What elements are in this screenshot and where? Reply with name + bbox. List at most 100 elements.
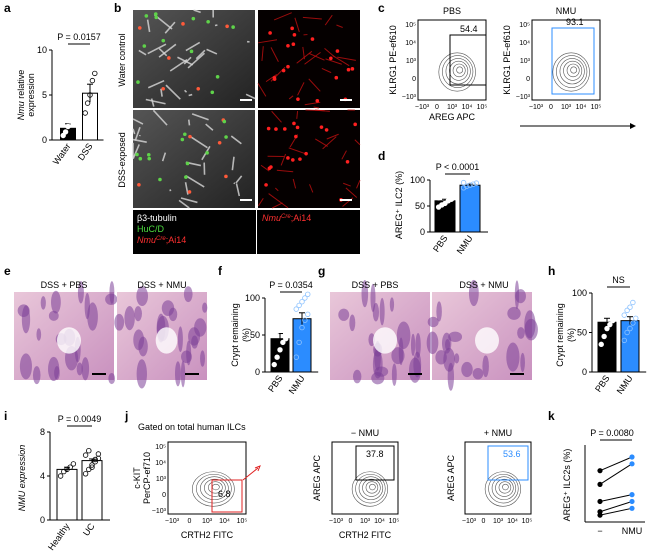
cell [320,125,324,129]
data-point [71,462,76,467]
x-tick-label: 10⁴ [374,518,385,525]
x-tick-label: 10⁵ [237,518,248,525]
plot-title: + NMU [484,428,512,438]
cell [205,151,209,155]
cell [224,135,228,139]
cell [135,153,139,157]
data-point [622,313,627,318]
data-point [281,322,286,327]
x-tick-label: UC [81,521,97,538]
data-point [629,506,634,511]
gate-value: 53.6 [503,449,521,459]
cell [353,123,357,127]
cell [181,138,185,142]
cell [334,76,338,80]
data-point [599,342,604,347]
data-point [283,336,288,341]
arrowhead [630,123,636,129]
y-tick-label: 50 [250,330,260,340]
y-tick-label: 10⁴ [405,40,416,47]
y-axis-label: (%) [241,328,251,342]
y-tick-label: 10⁴ [155,460,166,467]
cell [268,166,272,170]
data-point [629,454,634,459]
data-point [90,78,95,83]
x-tick-label: Water [51,141,73,166]
cell [147,153,151,157]
cell [139,157,143,161]
crypt [36,328,41,340]
data-point [449,197,454,202]
cell [188,190,192,194]
panel-label: c [378,1,385,15]
pair-line [600,457,632,471]
y-tick-label: 0 [42,135,47,145]
y-axis-label: (%) [566,328,576,342]
cell [325,128,329,132]
crypt [194,318,206,336]
cell [298,157,302,161]
image-title: DSS + NMU [459,280,508,290]
crypt [137,359,147,388]
y-axis-label: Crypt remaining [230,303,240,367]
crypt [506,342,519,371]
crypt [54,366,60,380]
y-axis-label: AREG APC [312,454,322,501]
fibre [189,95,192,96]
x-tick-label: 0 [435,104,439,111]
data-point [628,305,633,310]
y-axis-label: AREG⁺ ILC2 (%) [394,171,404,239]
cell [311,37,315,41]
x-tick-label: 0 [549,104,553,111]
cell [267,127,271,131]
crypt [349,314,355,331]
plot-title: NMU [556,6,577,16]
crypt [181,361,185,388]
gate-value: 54.4 [460,24,478,34]
cell [158,178,162,182]
cell [145,14,149,18]
y-tick-label: 4 [40,471,45,481]
crypt [134,306,142,321]
crypt [105,294,117,305]
fibre [234,183,235,184]
cell [167,56,171,60]
data-point [629,492,634,497]
data-point [597,499,602,504]
crypt [114,314,124,331]
cell [196,87,200,91]
data-point [272,311,277,316]
x-tick-label: PBS [593,373,612,393]
x-tick-label: − [597,526,602,536]
cell [183,132,187,136]
data-point [87,448,92,453]
cell [291,158,295,162]
crypt [33,366,41,384]
x-tick-label: Healthy [46,521,72,551]
plot-title: PBS [443,6,461,16]
cell [351,67,355,71]
crypt [41,296,46,310]
y-tick-label: 0 [255,367,260,377]
crypt [85,293,90,319]
bar [621,321,639,372]
cell [294,135,298,139]
cell [186,162,190,166]
data-point [93,71,98,76]
y-tick-label: 100 [410,175,425,185]
x-tick-label: 10³ [360,518,371,525]
y-tick-label: 100 [572,288,587,298]
crypt [427,331,439,354]
cell [346,160,350,164]
data-point [461,180,466,185]
cell [161,39,165,43]
panel-label: b [114,1,121,15]
p-value: P = 0.0354 [269,280,313,290]
crypt [482,355,489,377]
data-point [633,316,638,321]
y-tick-label: 5 [42,90,47,100]
cell [231,25,235,29]
y-tick-label: 50 [577,328,587,338]
x-tick-label: NMU [622,526,643,536]
